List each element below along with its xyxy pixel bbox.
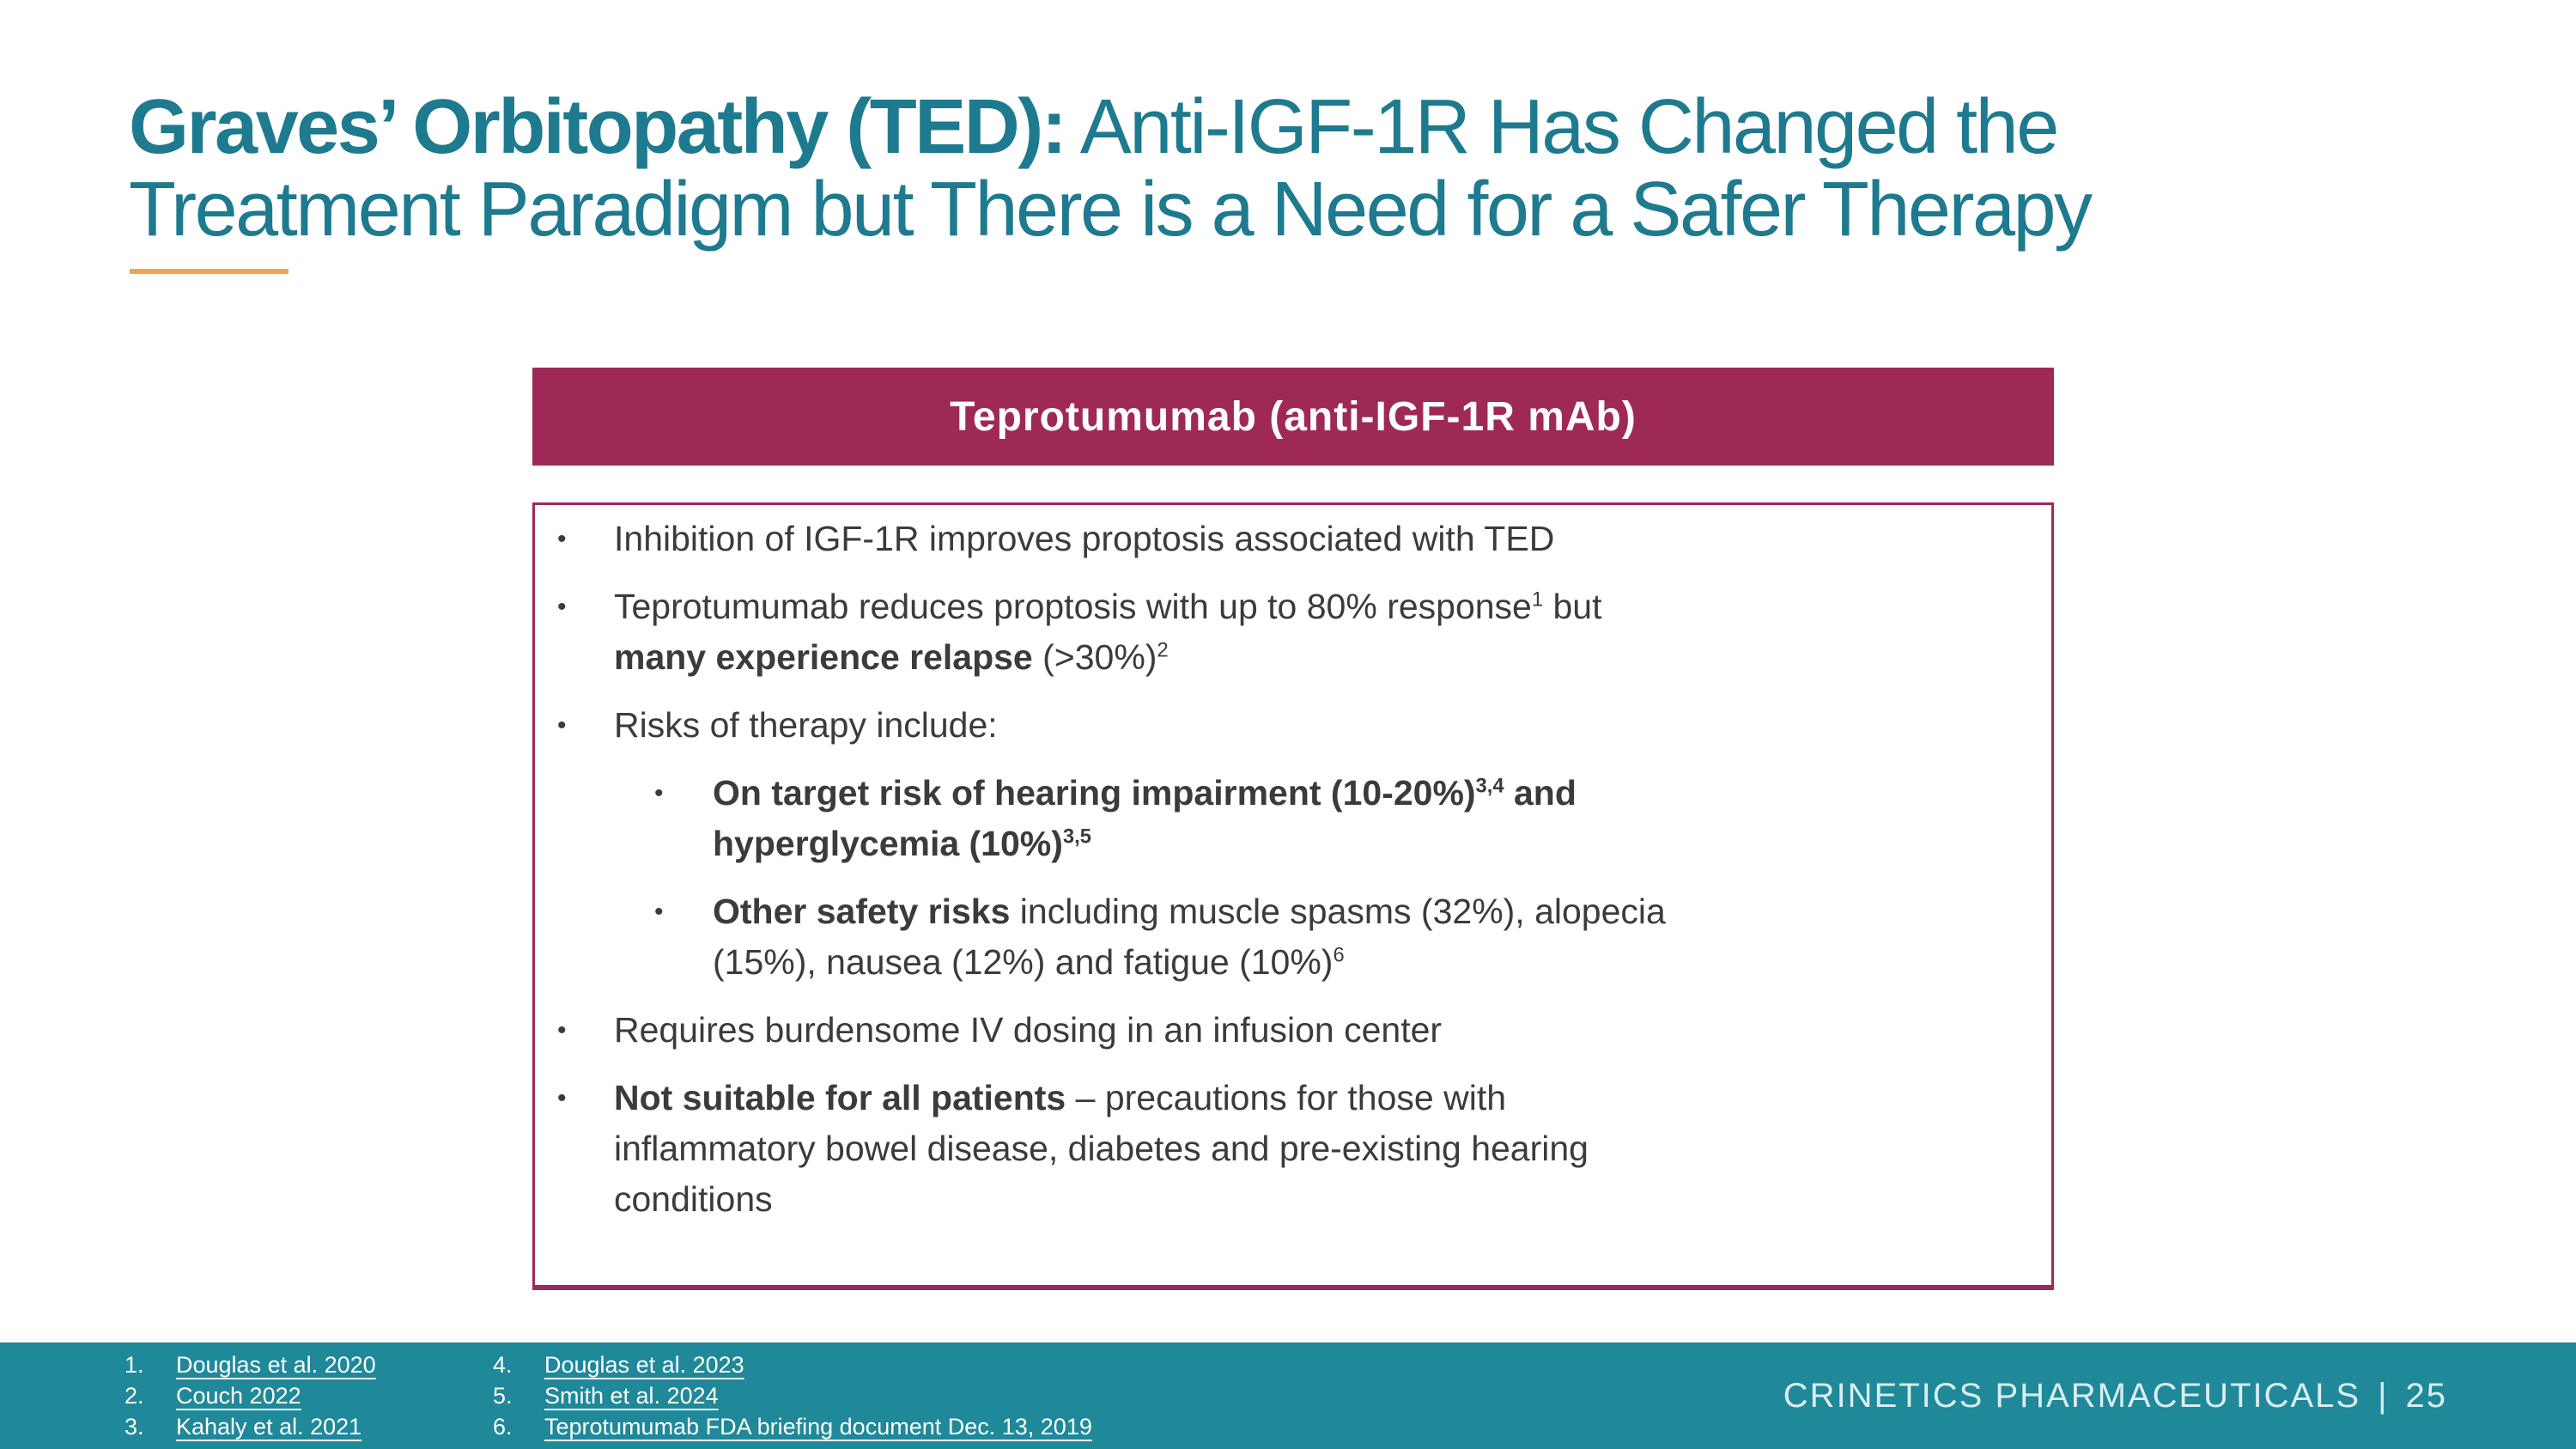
bullet-text-line: inflammatory bowel disease, diabetes and…: [614, 1129, 1589, 1168]
bullet-item: • Teprotumumab reduces proptosis with up …: [557, 581, 2017, 683]
bullet-text-line: Not suitable for all patients – precauti…: [614, 1078, 1507, 1117]
bullet-marker: •: [557, 1016, 567, 1044]
bullet-text-line: Teprotumumab reduces proptosis with up t…: [614, 587, 1602, 626]
bullet-marker: •: [654, 898, 664, 926]
reference-number: 2.: [125, 1383, 144, 1409]
page-title-line1-rest: Anti-IGF-1R Has Changed the: [1065, 84, 2060, 170]
bullet-text-line: On target risk of hearing impairment (10…: [713, 773, 1577, 813]
reference-link[interactable]: Couch 2022: [176, 1383, 301, 1409]
bullet-text-line: Other safety risks including muscle spas…: [713, 892, 1666, 931]
reference-item: 6. Teprotumumab FDA briefing document Dec…: [493, 1411, 1092, 1442]
reference-link[interactable]: Smith et al. 2024: [544, 1383, 719, 1409]
bullet-item: • Risks of therapy include:: [557, 700, 2017, 751]
bullet-item: • Requires burdensome IV dosing in an inf…: [557, 1005, 2017, 1056]
references-col-1: 1. Douglas et al. 2020 2. Couch 2022 3. Kahal…: [125, 1349, 376, 1442]
bullet-marker: •: [557, 711, 567, 740]
footer-bar: 1. Douglas et al. 2020 2. Couch 2022 3. Kahal…: [0, 1342, 2576, 1449]
reference-number: 4.: [493, 1352, 513, 1378]
reference-link[interactable]: Teprotumumab FDA briefing document Dec. …: [544, 1414, 1092, 1440]
footer-separator: |: [2378, 1376, 2389, 1415]
bullet-marker: •: [654, 779, 664, 807]
reference-item: 5. Smith et al. 2024: [493, 1380, 1092, 1411]
reference-item: 1. Douglas et al. 2020: [125, 1349, 376, 1380]
references-col-2: 4. Douglas et al. 2023 5. Smith et al. 2024…: [493, 1349, 1092, 1442]
bullet-text-line: conditions: [614, 1179, 773, 1219]
bullet-text-line: Risks of therapy include:: [614, 705, 998, 745]
sub-bullet-item: • Other safety risks including muscle spa…: [654, 886, 2017, 988]
page-number: 25: [2405, 1376, 2447, 1415]
page-title: Graves’ Orbitopathy (TED): Anti-IGF-1R H…: [129, 86, 2499, 251]
teprotumumab-header-label: Teprotumumab (anti-IGF-1R mAb): [950, 393, 1637, 440]
page-title-line2: Treatment Paradigm but There is a Need f…: [129, 167, 2093, 253]
bullet-text-line: hyperglycemia (10%)3,5: [713, 824, 1091, 863]
bullet-marker: •: [557, 525, 567, 553]
bullet-item: • Inhibition of IGF-1R improves proptosis…: [557, 514, 2017, 564]
page-title-bold: Graves’ Orbitopathy (TED):: [129, 84, 1067, 170]
bullet-marker: •: [557, 593, 567, 621]
bullet-item: • Not suitable for all patients – precaut…: [557, 1073, 2017, 1225]
reference-item: 3. Kahaly et al. 2021: [125, 1411, 376, 1442]
bullet-marker: •: [557, 1084, 567, 1112]
reference-link[interactable]: Kahaly et al. 2021: [176, 1414, 362, 1440]
title-accent-rule: [130, 269, 289, 274]
reference-number: 3.: [125, 1414, 144, 1440]
bullet-text-line: (15%), nausea (12%) and fatigue (10%)6: [713, 942, 1345, 982]
company-name: CRINETICS PHARMACEUTICALS: [1783, 1376, 2361, 1415]
bullet-list: • Inhibition of IGF-1R improves proptosis…: [532, 502, 2054, 1290]
bullet-text-line: Requires burdensome IV dosing in an infu…: [614, 1010, 1443, 1050]
reference-item: 2. Couch 2022: [125, 1380, 376, 1411]
reference-number: 5.: [493, 1383, 513, 1409]
reference-item: 4. Douglas et al. 2023: [493, 1349, 1092, 1380]
bullet-text-line: many experience relapse (>30%)2: [614, 637, 1169, 677]
teprotumumab-header-box: Teprotumumab (anti-IGF-1R mAb): [532, 368, 2054, 466]
bullet-text-line: Inhibition of IGF-1R improves proptosis …: [614, 519, 1555, 558]
reference-link[interactable]: Douglas et al. 2023: [544, 1352, 744, 1378]
sub-bullet-item: • On target risk of hearing impairment (1…: [654, 768, 2017, 869]
footer-brand: CRINETICS PHARMACEUTICALS | 25: [1783, 1342, 2447, 1449]
reference-number: 1.: [125, 1352, 144, 1378]
reference-link[interactable]: Douglas et al. 2020: [176, 1352, 376, 1378]
reference-number: 6.: [493, 1414, 513, 1440]
